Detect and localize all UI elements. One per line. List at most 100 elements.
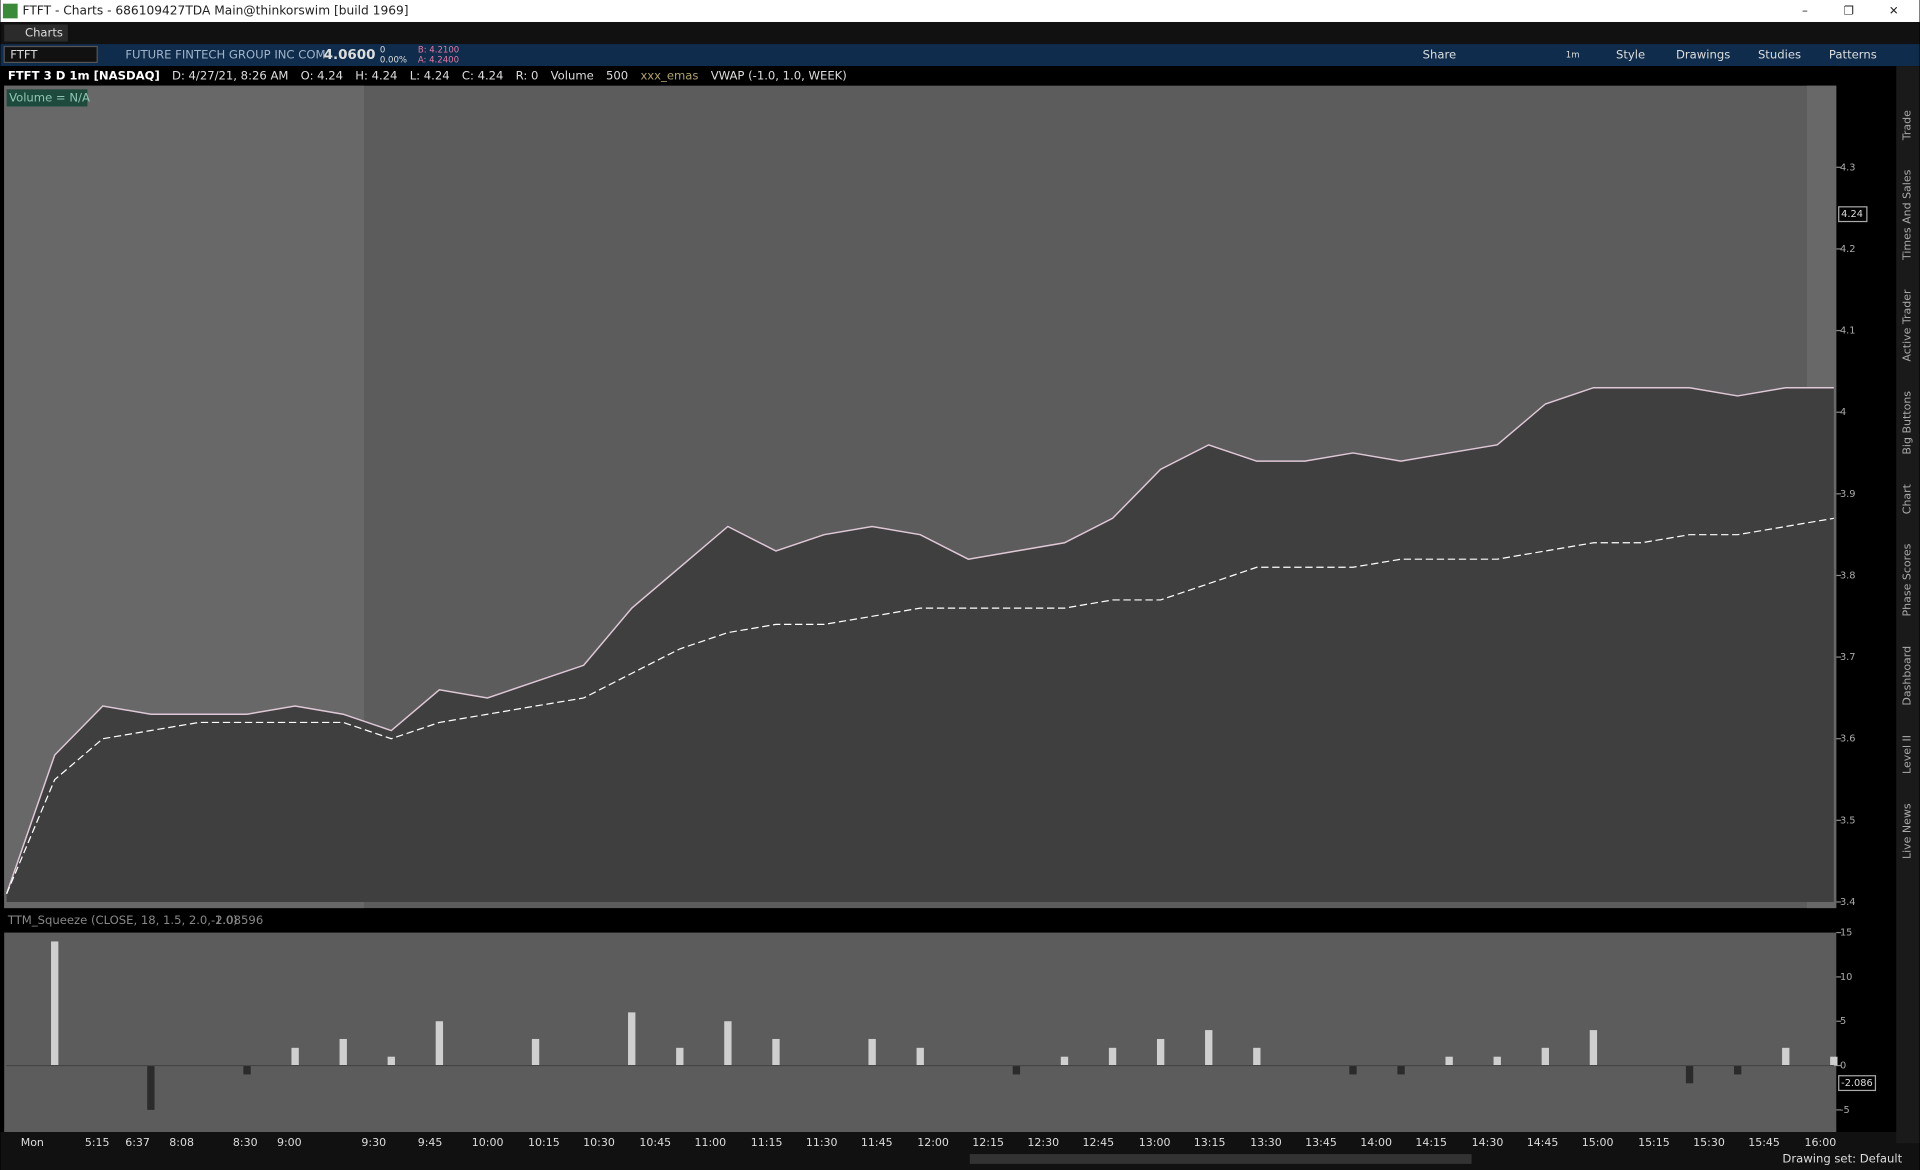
tab-bar bbox=[0, 22, 1920, 45]
x-tick-label: 10:30 bbox=[583, 1136, 615, 1149]
squeeze-bar bbox=[1589, 1030, 1598, 1066]
squeeze-current: -2.086 bbox=[1841, 1078, 1873, 1089]
side-tab[interactable]: Trade bbox=[1900, 110, 1913, 141]
change-pct: 0.00% bbox=[380, 55, 407, 65]
x-tick-label: 8:08 bbox=[169, 1136, 194, 1149]
x-tick-label: 14:15 bbox=[1415, 1136, 1447, 1149]
x-tick-label: Mon bbox=[21, 1136, 44, 1149]
close[interactable]: ✕ bbox=[1889, 4, 1899, 18]
x-tick-label: 11:00 bbox=[694, 1136, 726, 1149]
squeeze-bar bbox=[1445, 1056, 1453, 1066]
x-tick-label: 15:00 bbox=[1582, 1136, 1614, 1149]
title-bar bbox=[0, 0, 1920, 23]
x-tick-label: 11:15 bbox=[751, 1136, 783, 1149]
squeeze-bar bbox=[868, 1038, 876, 1066]
x-tick-label: 9:00 bbox=[277, 1136, 302, 1149]
x-tick-label: 11:30 bbox=[806, 1136, 838, 1149]
squeeze-bar bbox=[772, 1038, 780, 1066]
x-tick-label: 15:15 bbox=[1638, 1136, 1670, 1149]
tab[interactable] bbox=[4, 24, 68, 42]
restore[interactable]: ❐ bbox=[1844, 4, 1854, 18]
squeeze-bar bbox=[1205, 1030, 1213, 1066]
button[interactable]: Studies bbox=[1758, 48, 1801, 62]
header-item: R: 0 bbox=[516, 68, 539, 82]
ask: A: 4.2400 bbox=[418, 55, 459, 65]
x-tick-label: 15:30 bbox=[1693, 1136, 1725, 1149]
x-tick-label: 13:00 bbox=[1139, 1136, 1171, 1149]
header-item: xxx_emas bbox=[640, 68, 698, 82]
x-tick-label: 13:15 bbox=[1194, 1136, 1226, 1149]
header-item: O: 4.24 bbox=[301, 68, 343, 82]
squeeze-bar bbox=[724, 1021, 732, 1066]
squeeze-bar bbox=[1108, 1047, 1117, 1066]
header-item: VWAP (-1.0, 1.0, WEEK) bbox=[711, 68, 847, 82]
button[interactable]: Patterns bbox=[1829, 48, 1877, 62]
x-tick-label: 6:37 bbox=[125, 1136, 150, 1149]
header-item: 500 bbox=[606, 68, 628, 82]
squeeze-bar bbox=[1493, 1056, 1501, 1066]
side-tab[interactable]: Live News bbox=[1900, 803, 1913, 859]
scrollbar[interactable] bbox=[969, 1154, 1472, 1164]
x-tick-label: 12:45 bbox=[1082, 1136, 1114, 1149]
x-tick-label: 14:30 bbox=[1472, 1136, 1504, 1149]
chart-header bbox=[0, 66, 1837, 86]
symbol-box[interactable] bbox=[3, 45, 98, 64]
x-tick-label: 13:45 bbox=[1305, 1136, 1337, 1149]
squeeze-header bbox=[4, 910, 1837, 931]
x-tick-label: 10:45 bbox=[639, 1136, 671, 1149]
current-price-box bbox=[1838, 206, 1868, 223]
y-tick-label: 3.7 bbox=[1840, 652, 1856, 663]
x-tick-label: 8:30 bbox=[233, 1136, 258, 1149]
header-item: D: 4/27/21, 8:26 AM bbox=[172, 68, 288, 82]
squeeze-bar bbox=[1782, 1047, 1790, 1066]
x-tick-label: 12:15 bbox=[972, 1136, 1004, 1149]
squeeze-bar bbox=[51, 941, 59, 1066]
squeeze-bar bbox=[1541, 1047, 1549, 1066]
side-tab[interactable]: Active Trader bbox=[1900, 289, 1913, 362]
x-tick-label: 9:45 bbox=[418, 1136, 443, 1149]
x-tick-label: 9:30 bbox=[361, 1136, 386, 1149]
side-tab[interactable]: Times And Sales bbox=[1900, 169, 1913, 261]
squeeze-bar bbox=[1685, 1065, 1694, 1084]
window-title: FTFT - Charts - 686109427TDA Main@thinko… bbox=[23, 4, 409, 18]
price-area bbox=[6, 387, 1834, 902]
volume-label: Volume = N/A bbox=[9, 90, 90, 104]
button[interactable]: Drawings bbox=[1676, 48, 1730, 62]
side-tab[interactable]: Chart bbox=[1900, 483, 1913, 514]
side-tab[interactable]: Dashboard bbox=[1900, 646, 1913, 706]
bid: B: 4.2100 bbox=[418, 46, 459, 56]
side-panel bbox=[1896, 66, 1920, 1144]
header-item: H: 4.24 bbox=[355, 68, 397, 82]
change: 0 bbox=[380, 46, 385, 56]
y-tick-label: 3.4 bbox=[1840, 897, 1856, 908]
y-tick-label: 3.6 bbox=[1840, 734, 1856, 745]
side-tab[interactable]: Big Buttons bbox=[1900, 391, 1913, 455]
squeeze-bar bbox=[435, 1021, 444, 1066]
x-tick-label: 15:45 bbox=[1748, 1136, 1780, 1149]
button[interactable]: Share bbox=[1423, 48, 1457, 62]
side-tab[interactable]: Level II bbox=[1900, 735, 1913, 774]
tab-label: Charts bbox=[25, 26, 63, 40]
x-tick-label: 5:15 bbox=[85, 1136, 110, 1149]
squeeze-bar bbox=[243, 1065, 251, 1075]
squeeze-current-box bbox=[1838, 1075, 1877, 1092]
header-item: FTFT 3 D 1m [NASDAQ] bbox=[8, 68, 160, 82]
minimize[interactable]: – bbox=[1802, 4, 1808, 18]
squeeze-bar bbox=[291, 1047, 299, 1066]
squeeze-bar bbox=[1830, 1056, 1838, 1066]
button[interactable]: Style bbox=[1616, 48, 1645, 62]
vwap-line bbox=[6, 517, 1834, 895]
x-tick-label: 14:00 bbox=[1360, 1136, 1392, 1149]
y-tick-label: 3.5 bbox=[1840, 815, 1856, 826]
squeeze-bar bbox=[147, 1065, 155, 1110]
volume-badge bbox=[6, 89, 88, 107]
squeeze-bar bbox=[1060, 1056, 1069, 1066]
side-tab[interactable]: Phase Scores bbox=[1900, 543, 1913, 616]
x-tick-label: 12:30 bbox=[1027, 1136, 1059, 1149]
interval[interactable]: 1m bbox=[1566, 51, 1580, 61]
squeeze-bar bbox=[531, 1038, 540, 1066]
y-tick-label: 4.1 bbox=[1840, 326, 1856, 337]
status: Drawing set: Default bbox=[1782, 1151, 1902, 1165]
header-item: C: 4.24 bbox=[462, 68, 504, 82]
